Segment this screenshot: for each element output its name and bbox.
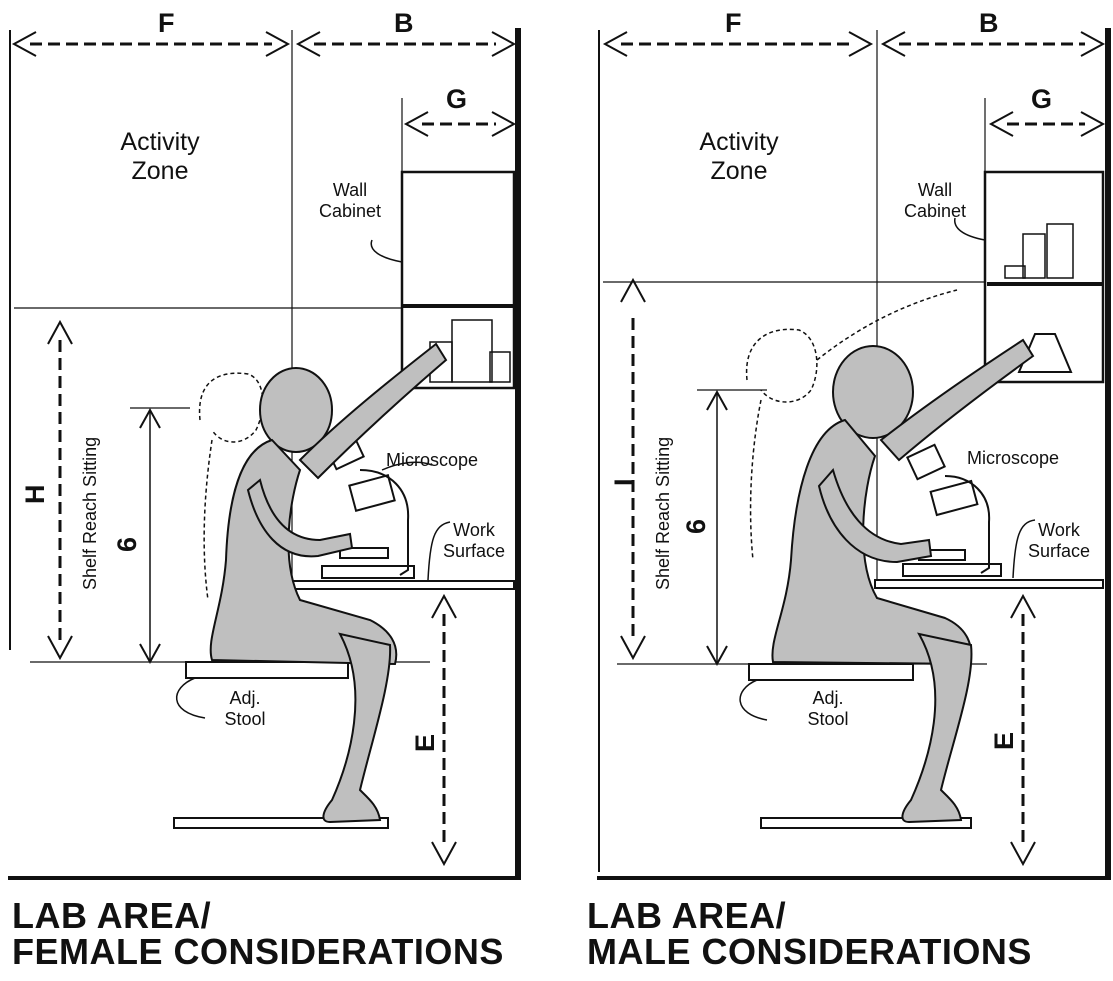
dim-label-6: 6 [112,536,142,552]
dim-label-g: G [446,84,468,114]
work-surface-top [291,580,515,590]
work-surface-label: Work Surface [1027,520,1091,561]
shelf-containers [429,319,511,383]
dim-arrow-e [1010,593,1036,867]
activity-zone-label: Activity Zone [699,128,779,185]
panel-female: F B G Activity Zone Wall Cabinet Microsc… [0,0,556,981]
dim-arrow-6 [130,407,190,665]
figure-arm-raised [879,338,1035,462]
shelf-containers [1004,223,1074,279]
dim-arrow-e [431,593,457,867]
male-figure [771,338,1035,824]
flask [1017,333,1073,373]
panel-male: F B G Activity Zone Wall Cabinet Microsc… [557,0,1113,981]
ghost-head-outline [198,372,264,443]
figure-legs [322,632,392,824]
dim-arrow-b [880,31,1106,57]
dim-arrow-f [602,31,874,57]
adj-stool-label: Adj. Stool [807,688,849,729]
caption-line-2: FEMALE CONSIDERATIONS [12,931,504,972]
dim-label-b: B [394,8,414,38]
dim-label-f: F [158,8,175,38]
caption-female: LAB AREA/ FEMALE CONSIDERATIONS [12,898,504,970]
caption-line-1: LAB AREA/ [587,895,787,936]
adj-stool-label: Adj. Stool [224,688,266,729]
dim-label-g: G [1031,84,1053,114]
dim-arrow-f [11,31,291,57]
dim-label-f: F [725,8,742,38]
dim-label-b: B [979,8,999,38]
dim-arrow-g [984,98,1106,178]
caption-line-2: MALE CONSIDERATIONS [587,931,1032,972]
caption-line-1: LAB AREA/ [12,895,212,936]
caption-male: LAB AREA/ MALE CONSIDERATIONS [587,898,1032,970]
dim-arrow-h [47,319,73,661]
figure-head [832,345,914,439]
figure-head [259,367,333,453]
microscope-label: Microscope [386,450,479,470]
figure-arm-raised [298,342,448,480]
dim-label-h: H [20,484,50,505]
work-surface-top [874,579,1104,589]
wall-cabinet-box [400,170,516,390]
shelf-reach-label: Shelf Reach Sitting [653,436,673,590]
microscope-label: Microscope [967,448,1060,468]
footrest [173,817,389,829]
figure-arm-forward [246,478,354,558]
ghost-head-outline [745,328,818,403]
dim-arrow-g [401,98,517,178]
wall-cabinet-box [983,170,1105,384]
female-figure [209,342,448,824]
dim-arrow-h [620,277,646,661]
diagram-male [597,28,1111,880]
wall-cabinet-label: Wall Cabinet [318,180,382,221]
ghost-arm-outline [816,289,958,361]
stool-seat [748,663,914,681]
stool-seat [185,661,349,679]
dim-label-i: I [609,478,639,486]
footrest [760,817,972,829]
shelf-reach-label: Shelf Reach Sitting [80,436,100,590]
activity-zone-label: Activity Zone [120,128,200,185]
diagram-female [8,28,521,880]
dim-arrow-b [295,31,517,57]
dim-label-e: E [410,733,440,752]
figure-legs [901,632,973,824]
wall-cabinet-label: Wall Cabinet [903,180,967,221]
dim-label-6: 6 [681,518,711,534]
figure-arm-forward [817,467,933,564]
work-surface-label: Work Surface [442,520,506,561]
dim-label-e: E [989,731,1019,750]
